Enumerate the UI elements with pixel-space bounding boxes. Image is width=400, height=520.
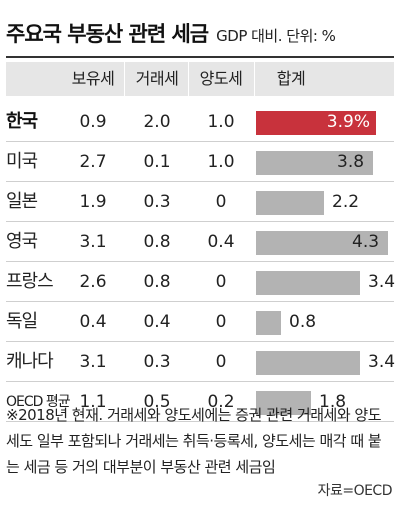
capital-gains-tax-value: 0.4 (207, 232, 235, 252)
total-bar (256, 151, 373, 175)
total-bar (256, 391, 311, 415)
total-bar (256, 231, 388, 255)
country-label: 일본 (6, 191, 38, 212)
source-label: 자료=OECD (317, 483, 393, 499)
holding-tax-value: 0.4 (79, 312, 107, 332)
total-value-label: 3.4 (368, 272, 396, 292)
capital-gains-tax-value: 0.2 (207, 392, 235, 412)
header-divider (124, 62, 125, 96)
total-bar (256, 271, 360, 295)
country-label: 독일 (6, 311, 38, 332)
header-capital-gains-tax: 양도세 (199, 69, 243, 88)
row-divider (6, 221, 394, 222)
table-row: 미국 2.7 0.1 1.0 3.8 (6, 142, 394, 182)
row-divider (6, 341, 394, 342)
country-label: 미국 (6, 151, 38, 172)
transaction-tax-value: 0.8 (143, 272, 171, 292)
holding-tax-value: 1.9 (79, 192, 107, 212)
row-divider (6, 421, 394, 422)
transaction-tax-value: 0.5 (143, 392, 171, 412)
transaction-tax-value: 0.4 (143, 312, 171, 332)
country-label: 한국 (6, 111, 38, 132)
total-value-label: 0.8 (289, 312, 317, 332)
total-bar (256, 191, 324, 215)
holding-tax-value: 0.9 (79, 112, 107, 132)
total-bar (256, 111, 376, 135)
capital-gains-tax-value: 0 (215, 192, 227, 212)
title-row: 주요국 부동산 관련 세금 GDP 대비. 단위: % (6, 18, 336, 48)
total-value-label: 2.2 (332, 192, 360, 212)
transaction-tax-value: 0.3 (143, 352, 171, 372)
country-label: OECD 평균 (6, 394, 71, 410)
total-bar (256, 311, 281, 335)
top-rule (6, 56, 394, 58)
row-divider (6, 181, 394, 182)
table-row: 한국 0.9 2.0 1.0 3.9% (6, 102, 394, 142)
holding-tax-value: 1.1 (79, 392, 107, 412)
row-divider (6, 381, 394, 382)
header-transaction-tax: 거래세 (135, 69, 179, 88)
country-label: 영국 (6, 231, 38, 252)
row-divider (6, 141, 394, 142)
capital-gains-tax-value: 0 (215, 352, 227, 372)
capital-gains-tax-value: 0 (215, 272, 227, 292)
total-value-label: 1.8 (319, 392, 347, 412)
table-row: 프랑스 2.6 0.8 0 3.4 (6, 262, 396, 302)
footnote: ※2018년 현재. 거래세와 양도세에는 증권 관련 거래세와 양도세도 일부… (6, 406, 382, 476)
chart-subtitle: GDP 대비. 단위: % (216, 27, 336, 45)
holding-tax-value: 2.6 (79, 272, 107, 292)
capital-gains-tax-value: 0 (215, 312, 227, 332)
holding-tax-value: 3.1 (79, 232, 107, 252)
holding-tax-value: 2.7 (79, 152, 107, 172)
row-divider (6, 301, 394, 302)
transaction-tax-value: 0.1 (143, 152, 171, 172)
header-total: 합계 (276, 69, 306, 88)
holding-tax-value: 3.1 (79, 352, 107, 372)
capital-gains-tax-value: 1.0 (207, 152, 235, 172)
total-value-label: 3.8 (337, 152, 365, 172)
total-value-label: 4.3 (352, 232, 380, 252)
table-row: 일본 1.9 0.3 0 2.2 (6, 182, 394, 222)
country-label: 캐나다 (6, 351, 54, 372)
transaction-tax-value: 0.8 (143, 232, 171, 252)
header-divider (254, 62, 255, 96)
capital-gains-tax-value: 1.0 (207, 112, 235, 132)
table-header-band (6, 62, 394, 96)
table-row: 캐나다 3.1 0.3 0 3.4 (6, 342, 396, 382)
table-row: OECD 평균 1.1 0.5 0.2 1.8 (6, 382, 394, 422)
chart-title: 주요국 부동산 관련 세금 (6, 22, 209, 46)
transaction-tax-value: 2.0 (143, 112, 171, 132)
total-value-label: 3.9% (326, 112, 370, 132)
table-row: 영국 3.1 0.8 0.4 4.3 (6, 222, 394, 262)
header-divider (188, 62, 189, 96)
header-holding-tax: 보유세 (71, 69, 115, 88)
transaction-tax-value: 0.3 (143, 192, 171, 212)
country-label: 프랑스 (6, 271, 54, 292)
total-bar (256, 351, 360, 375)
row-divider (6, 261, 394, 262)
total-value-label: 3.4 (368, 352, 396, 372)
table-row: 독일 0.4 0.4 0 0.8 (6, 302, 394, 342)
